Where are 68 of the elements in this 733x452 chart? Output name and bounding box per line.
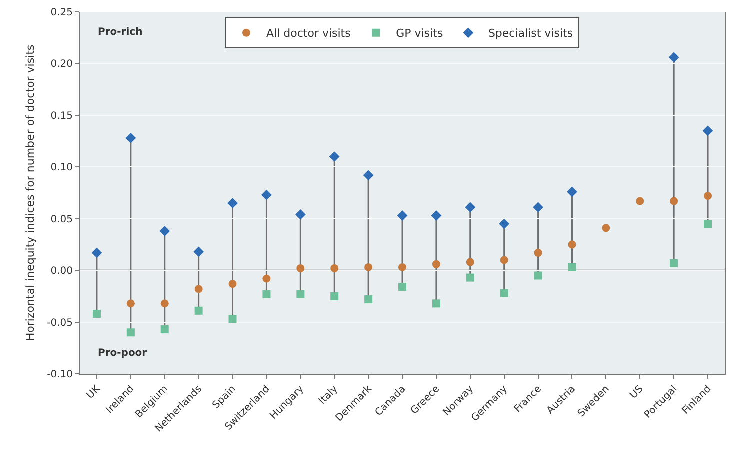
point <box>499 218 510 230</box>
point <box>330 292 339 300</box>
legend-label: All doctor visits <box>266 27 352 40</box>
point <box>92 310 101 318</box>
point <box>466 258 474 266</box>
point <box>432 260 440 268</box>
point <box>228 198 238 209</box>
point <box>670 259 678 268</box>
y-tick-label: 0.10 <box>50 162 73 174</box>
point <box>364 296 373 304</box>
legend-label: GP visits <box>396 27 444 40</box>
point <box>704 220 712 228</box>
point <box>194 285 203 294</box>
point <box>533 202 544 213</box>
x-tick-label: UK <box>85 384 103 402</box>
point <box>431 210 442 221</box>
y-axis-title: Horizontal inequity indices for number of doctor visits <box>24 44 37 342</box>
point <box>568 240 576 249</box>
point <box>636 197 644 206</box>
point <box>397 210 408 221</box>
point <box>295 210 306 220</box>
point <box>534 248 542 257</box>
point <box>262 290 271 298</box>
y-tick-label: 0.05 <box>50 214 73 226</box>
point <box>704 192 712 200</box>
point <box>568 263 576 272</box>
point <box>160 226 170 236</box>
point <box>228 280 237 288</box>
point <box>465 202 476 213</box>
y-tick-label: 0.20 <box>50 59 73 70</box>
point <box>126 300 135 308</box>
y-tick-label: 0.15 <box>50 110 73 122</box>
y-tick-label: -0.05 <box>47 318 73 329</box>
point <box>126 328 135 337</box>
x-tick-label: US <box>628 384 646 402</box>
annotation: Pro-rich <box>98 27 143 38</box>
point <box>398 283 406 292</box>
point <box>432 300 440 308</box>
point <box>160 300 169 308</box>
y-tick-label: 0.00 <box>50 266 73 278</box>
y-tick-label: -0.10 <box>47 370 73 380</box>
point <box>194 306 203 315</box>
point <box>160 326 169 334</box>
point <box>567 186 578 198</box>
point <box>228 315 237 324</box>
point <box>500 256 508 264</box>
point <box>329 152 340 162</box>
point <box>126 132 136 144</box>
point <box>670 197 678 206</box>
point <box>702 126 714 136</box>
point <box>330 264 339 272</box>
point <box>92 248 102 258</box>
point <box>364 263 373 272</box>
point <box>602 224 610 232</box>
annotation: Pro-poor <box>98 348 148 359</box>
point <box>466 274 474 282</box>
legend-label: Specialist visits <box>488 27 574 40</box>
point <box>668 52 680 63</box>
point <box>296 290 305 298</box>
point <box>500 289 508 298</box>
point <box>363 170 374 181</box>
y-tick-label: 0.25 <box>50 8 73 18</box>
point <box>296 264 305 272</box>
point <box>398 263 406 272</box>
point <box>534 272 542 280</box>
point <box>262 274 271 283</box>
point <box>194 246 204 258</box>
point <box>262 190 272 200</box>
